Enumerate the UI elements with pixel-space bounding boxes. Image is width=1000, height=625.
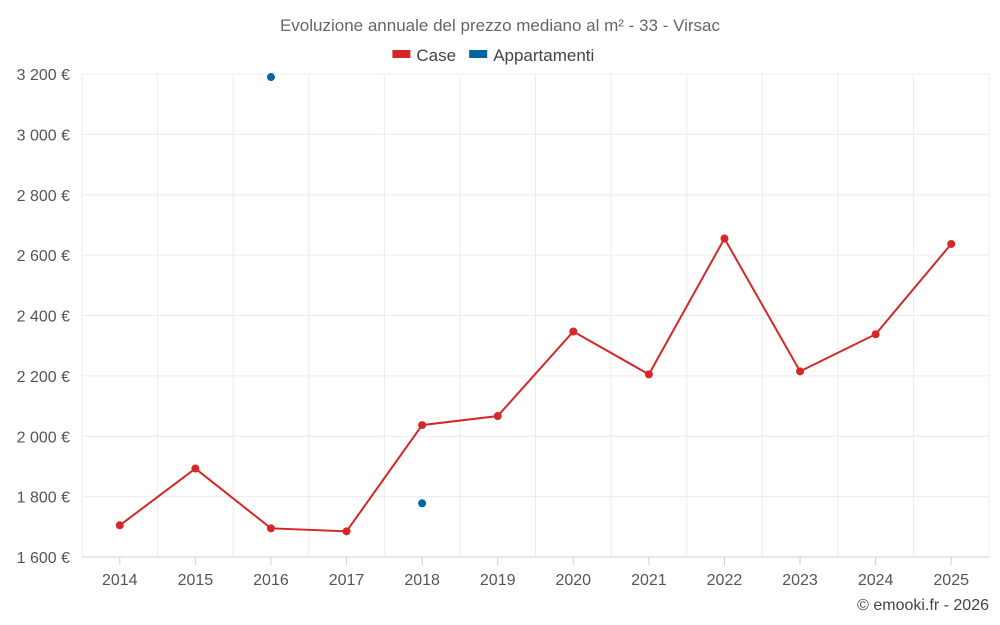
y-tick-label: 3 000 € — [17, 127, 70, 144]
x-tick-label: 2015 — [178, 572, 214, 589]
y-tick-label: 1 800 € — [17, 490, 70, 507]
data-point[interactable] — [342, 527, 351, 536]
series-layer — [115, 73, 956, 536]
series-2 — [266, 73, 427, 508]
y-tick-label: 2 400 € — [17, 309, 70, 326]
x-tick-label: 2024 — [858, 572, 894, 589]
x-tick-label: 2020 — [555, 572, 591, 589]
data-point[interactable] — [720, 234, 729, 243]
x-tick-label: 2018 — [404, 572, 440, 589]
data-point[interactable] — [266, 73, 275, 82]
data-point[interactable] — [871, 330, 880, 339]
data-point[interactable] — [266, 524, 275, 533]
data-point[interactable] — [947, 239, 956, 248]
legend-item[interactable]: Case — [392, 46, 456, 65]
y-tick-label: 2 600 € — [17, 248, 70, 265]
data-point[interactable] — [493, 412, 502, 421]
y-tick-label: 2 200 € — [17, 369, 70, 386]
y-tick-label: 2 000 € — [17, 429, 70, 446]
data-point[interactable] — [796, 367, 805, 376]
data-point[interactable] — [569, 327, 578, 336]
y-tick-label: 2 800 € — [17, 188, 70, 205]
legend-label: Appartamenti — [493, 46, 594, 65]
series-1 — [115, 234, 956, 536]
x-tick-label: 2021 — [631, 572, 667, 589]
grid — [81, 73, 990, 558]
data-point[interactable] — [644, 370, 653, 379]
data-point[interactable] — [418, 499, 427, 508]
data-point[interactable] — [191, 464, 200, 473]
series-line — [119, 236, 952, 533]
legend-swatch — [469, 50, 488, 58]
y-axis: 1 600 € 1 800 € 2 000 € 2 200 € 2 400 € 2 600… — [17, 67, 70, 567]
legend: Case Appartamenti — [392, 46, 594, 65]
legend-item[interactable]: Appartamenti — [469, 46, 594, 65]
data-point[interactable] — [418, 421, 427, 430]
chart-title: Evoluzione annuale del prezzo mediano al… — [280, 16, 721, 35]
x-tick-label: 2016 — [253, 572, 289, 589]
x-tick-label: 2022 — [707, 572, 743, 589]
x-tick-label: 2019 — [480, 572, 516, 589]
data-point[interactable] — [115, 521, 124, 530]
legend-swatch — [392, 50, 411, 58]
legend-label: Case — [416, 46, 456, 65]
y-tick-label: 1 600 € — [17, 550, 70, 567]
x-tick-label: 2023 — [782, 572, 818, 589]
x-axis: 2014 2015 2016 2017 2018 2019 2020 2021 2022 2023… — [102, 557, 969, 589]
chart-credit: © emooki.fr - 2026 — [857, 597, 989, 614]
y-tick-label: 3 200 € — [17, 67, 70, 84]
x-tick-label: 2025 — [933, 572, 969, 589]
x-tick-label: 2014 — [102, 572, 138, 589]
x-tick-label: 2017 — [329, 572, 365, 589]
